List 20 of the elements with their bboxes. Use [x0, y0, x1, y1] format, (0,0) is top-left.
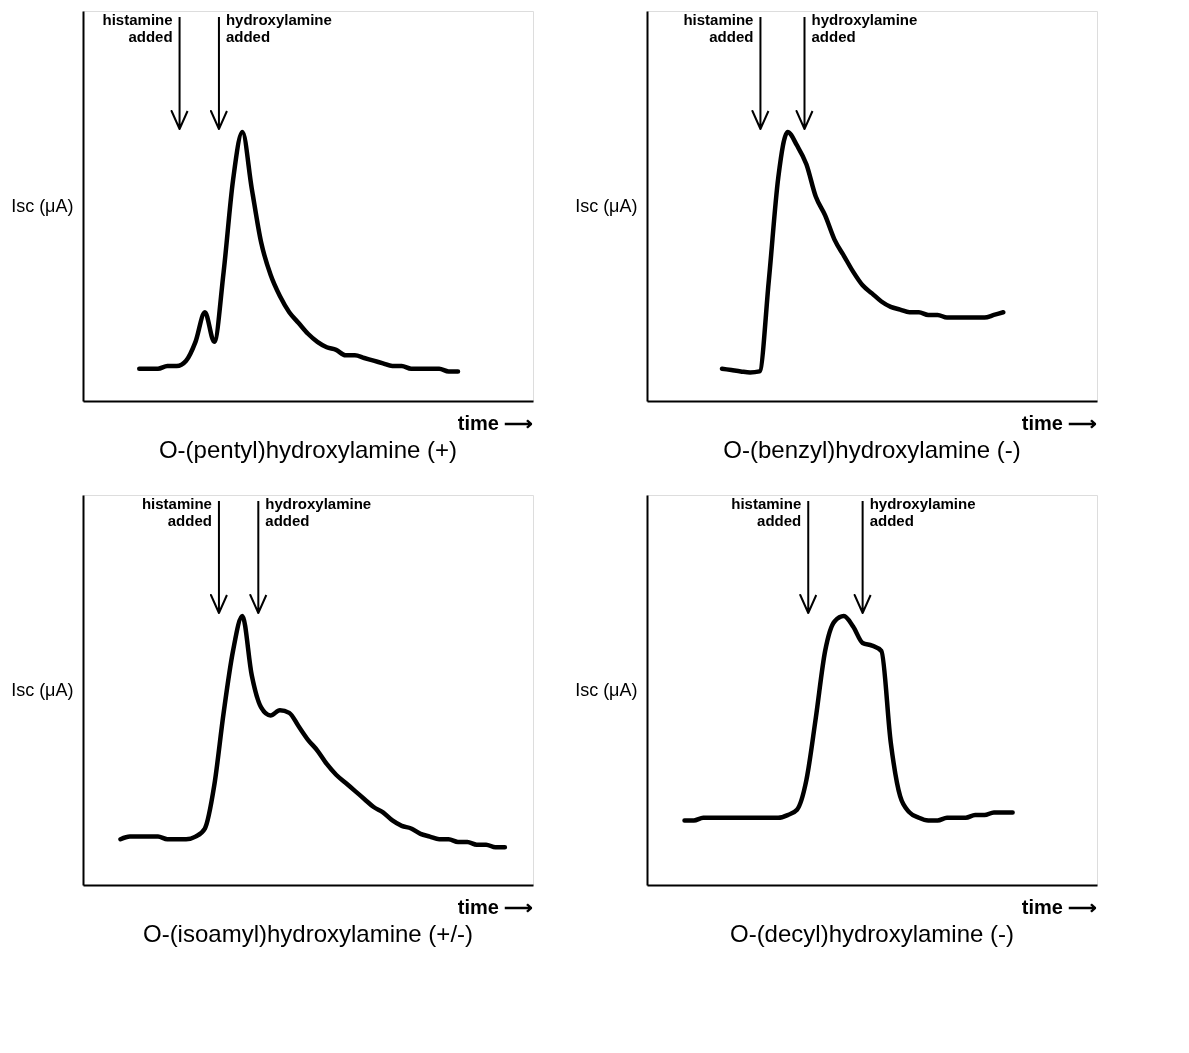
y-axis-title: Isc (μA): [575, 679, 638, 700]
x-axis-title: time ⟶: [457, 411, 534, 434]
text: histamine added: [141, 495, 212, 529]
text: hydroxylamine added: [811, 11, 918, 45]
text: hydroxylamine added: [869, 495, 976, 529]
text: histamine added: [731, 495, 802, 529]
x-axis-title: time ⟶: [1021, 895, 1098, 918]
text: O-(pentyl)hydroxylamine (+): [158, 436, 458, 463]
y-axis-title: Isc (μA): [11, 679, 74, 700]
text: O-(benzyl)hydroxylamine (-): [723, 436, 1021, 463]
y-axis-title: Isc (μA): [11, 195, 74, 216]
text: histamine added: [683, 11, 754, 45]
y-axis-title: Isc (μA): [575, 195, 638, 216]
x-axis-title: time ⟶: [1021, 411, 1098, 434]
text: histamine added: [102, 11, 173, 45]
text: O-(decyl)hydroxylamine (-): [729, 920, 1015, 947]
x-axis-title: time ⟶: [457, 895, 534, 918]
text: hydroxylamine added: [265, 495, 372, 529]
text: hydroxylamine added: [225, 11, 332, 45]
text: O-(isoamyl)hydroxylamine (+/-): [142, 920, 474, 947]
